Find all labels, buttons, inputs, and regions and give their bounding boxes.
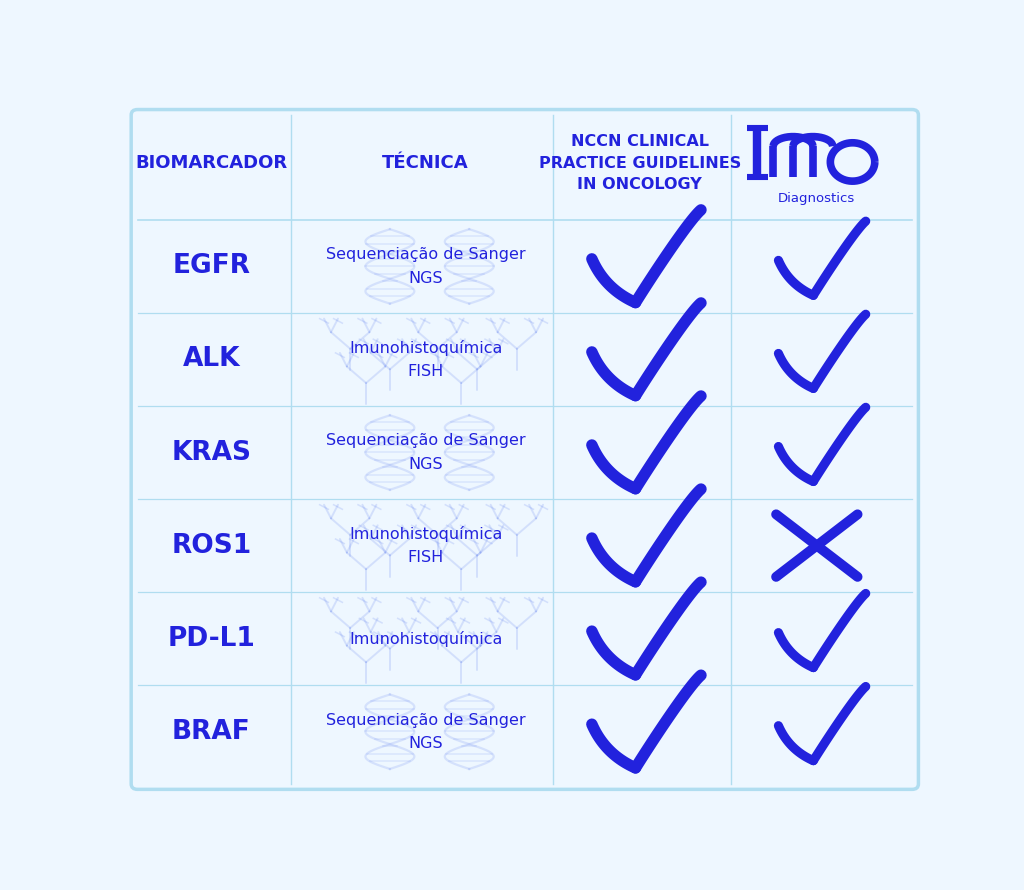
Text: TÉCNICA: TÉCNICA xyxy=(382,154,469,173)
FancyBboxPatch shape xyxy=(131,109,919,789)
Text: KRAS: KRAS xyxy=(171,440,251,465)
Text: PD-L1: PD-L1 xyxy=(167,626,255,651)
Text: EGFR: EGFR xyxy=(172,254,250,279)
Text: Sequenciação de Sanger
NGS: Sequenciação de Sanger NGS xyxy=(326,713,525,751)
Text: Diagnostics: Diagnostics xyxy=(778,192,855,206)
Text: Imunohistoquímica: Imunohistoquímica xyxy=(349,631,503,647)
Text: Imunohistoquímica
FISH: Imunohistoquímica FISH xyxy=(349,526,503,565)
Text: Sequenciação de Sanger
NGS: Sequenciação de Sanger NGS xyxy=(326,433,525,472)
Text: NCCN CLINICAL
PRACTICE GUIDELINES
IN ONCOLOGY: NCCN CLINICAL PRACTICE GUIDELINES IN ONC… xyxy=(539,134,741,192)
Text: ROS1: ROS1 xyxy=(171,532,252,559)
Text: ALK: ALK xyxy=(182,346,240,373)
Text: BIOMARCADOR: BIOMARCADOR xyxy=(135,154,288,173)
Text: Imunohistoquímica
FISH: Imunohistoquímica FISH xyxy=(349,340,503,379)
Text: Sequenciação de Sanger
NGS: Sequenciação de Sanger NGS xyxy=(326,247,525,286)
Text: BRAF: BRAF xyxy=(172,719,251,745)
